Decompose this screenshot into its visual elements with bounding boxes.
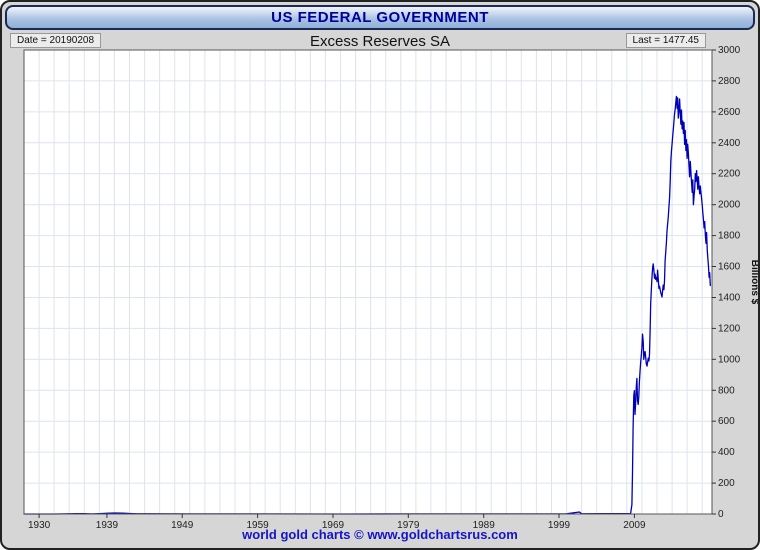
y-tick-label: 400	[718, 447, 735, 458]
excess-reserves-line	[23, 95, 711, 515]
y-tick-label: 1200	[718, 323, 741, 334]
y-axis-title: Billions $	[749, 260, 760, 305]
x-tick-label: 1949	[171, 520, 194, 531]
x-tick-label: 1989	[473, 520, 496, 531]
x-tick-label: 1969	[322, 520, 345, 531]
chart-title: Excess Reserves SA	[309, 33, 451, 50]
y-tick-label: 1800	[718, 231, 741, 242]
y-tick-label: 600	[718, 416, 735, 427]
y-tick-label: 1400	[718, 293, 741, 304]
footer-credit[interactable]: world gold charts © www.goldchartsrus.co…	[242, 527, 518, 542]
x-tick-label: 1979	[397, 520, 420, 531]
y-tick-label: 800	[718, 385, 735, 396]
y-tick-label: 1600	[718, 262, 741, 273]
last-value-box: Last = 1477.45	[625, 33, 706, 48]
y-tick-label: 200	[718, 478, 735, 489]
page-title: US FEDERAL GOVERNMENT	[271, 9, 489, 26]
y-tick-label: 3000	[718, 45, 741, 56]
header-banner: US FEDERAL GOVERNMENT	[5, 5, 755, 30]
subheader: Date = 20190208 Excess Reserves SA Last …	[2, 33, 758, 50]
plot-border	[23, 49, 713, 515]
plot-background	[24, 50, 712, 514]
x-tick-label: 1930	[28, 520, 51, 531]
y-tick-label: 2000	[718, 200, 741, 211]
x-tick-label: 1999	[548, 520, 571, 531]
x-tick-label: 1939	[96, 520, 119, 531]
y-tick-label: 2800	[718, 76, 741, 87]
y-tick-label: 1000	[718, 354, 741, 365]
y-tick-label: 2200	[718, 169, 741, 180]
y-tick-label: 0	[718, 509, 724, 520]
x-tick-label: 2009	[623, 520, 646, 531]
x-tick-label: 1959	[246, 520, 269, 531]
date-box: Date = 20190208	[10, 33, 102, 48]
y-tick-label: 2600	[718, 107, 741, 118]
y-tick-label: 2400	[718, 138, 741, 149]
